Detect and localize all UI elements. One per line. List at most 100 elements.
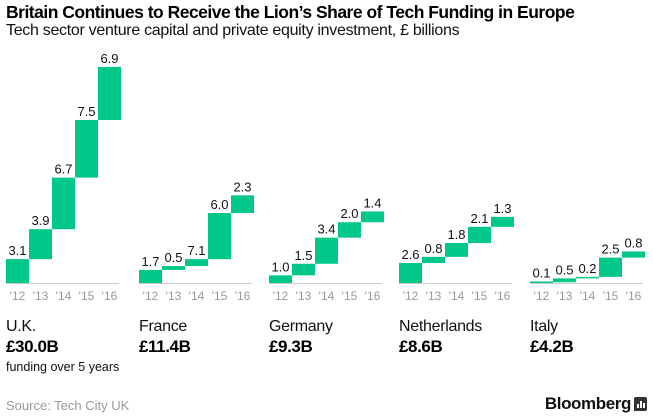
bar-14 (185, 259, 208, 267)
panel-uk: 3.1 '12 3.9 '13 6.7 '14 7.5 '15 6.9 '16 (6, 51, 121, 303)
x-tick-label: '12 (273, 289, 289, 303)
bloomberg-chart-icon (634, 397, 647, 411)
x-tick-label: '15 (472, 289, 488, 303)
data-label: 0.5 (555, 262, 573, 277)
bar-14 (576, 276, 599, 279)
panel-germany: 1.0 '12 1.5 '13 3.4 '14 2.0 '15 1.4 '16 (269, 195, 384, 303)
bar-15 (468, 226, 491, 244)
data-label: 6.9 (100, 51, 118, 66)
x-tick-label: '12 (143, 289, 159, 303)
bar-13 (422, 256, 445, 264)
x-tick-label: '12 (534, 289, 550, 303)
bar-12 (530, 281, 553, 283)
data-label: 1.5 (294, 248, 312, 263)
x-tick-label: '16 (495, 289, 511, 303)
data-label: 0.2 (578, 261, 596, 276)
bar-16 (622, 251, 645, 258)
data-label: 0.8 (424, 241, 442, 256)
bar-13 (292, 263, 315, 276)
country-name: Germany (269, 318, 333, 335)
x-tick-label: '14 (189, 289, 205, 303)
total-note: funding over 5 years (6, 360, 120, 374)
country-name: Netherlands (399, 318, 482, 335)
x-tick-label: '15 (79, 289, 95, 303)
data-label: 1.8 (447, 227, 465, 242)
bar-15 (338, 222, 361, 238)
bar-12 (6, 259, 29, 283)
x-tick-label: '13 (426, 289, 442, 303)
total-funding: £11.4B (139, 337, 191, 356)
x-tick-label: '12 (10, 289, 26, 303)
x-tick-label: '16 (365, 289, 381, 303)
data-label: 7.1 (187, 243, 205, 258)
panel-france: 1.7 '12 0.5 '13 7.1 '14 6.0 '15 2.3 '16 (139, 179, 254, 303)
panel-netherlands: 2.6 '12 0.8 '13 1.8 '14 2.1 '15 1.3 '16 (399, 201, 514, 303)
panel-caption: Italy £4.2B (530, 318, 574, 357)
panel-caption: France £11.4B (139, 318, 191, 357)
chart-title: Britain Continues to Receive the Lion’s … (6, 2, 575, 22)
panel-caption: Netherlands £8.6B (399, 318, 482, 357)
x-tick-label: '13 (557, 289, 573, 303)
x-tick-label: '13 (296, 289, 312, 303)
data-label: 1.0 (271, 259, 289, 274)
x-tick-label: '13 (166, 289, 182, 303)
bar-14 (52, 177, 75, 230)
bar-13 (553, 278, 576, 283)
data-label: 0.1 (532, 266, 550, 281)
data-label: 6.7 (54, 162, 72, 177)
bar-14 (445, 243, 468, 257)
total-funding: £4.2B (530, 337, 574, 356)
chart-subtitle: Tech sector venture capital and private … (6, 22, 460, 39)
bar-13 (29, 229, 52, 260)
bar-12 (139, 269, 162, 283)
data-label: 2.3 (233, 179, 251, 194)
data-label: 1.3 (493, 201, 511, 216)
brand-logo: Bloomberg (544, 394, 632, 413)
bar-16 (491, 216, 514, 227)
data-label: 1.7 (141, 254, 159, 269)
data-label: 7.5 (77, 104, 95, 119)
country-name: U.K. (6, 318, 36, 335)
bar-15 (208, 213, 231, 260)
x-tick-label: '13 (33, 289, 49, 303)
x-tick-label: '15 (342, 289, 358, 303)
x-tick-label: '14 (449, 289, 465, 303)
x-tick-label: '15 (603, 289, 619, 303)
data-label: 2.6 (401, 247, 419, 262)
x-tick-label: '14 (56, 289, 72, 303)
data-label: 6.0 (210, 197, 228, 212)
data-label: 2.0 (340, 206, 358, 221)
x-tick-label: '14 (319, 289, 335, 303)
data-label: 0.5 (164, 250, 182, 265)
data-label: 1.4 (363, 195, 381, 210)
total-funding: £30.0B (6, 337, 59, 356)
x-tick-label: '16 (102, 289, 118, 303)
source-note: Source: Tech City UK (6, 398, 130, 413)
bar-16 (361, 211, 384, 223)
x-tick-label: '15 (212, 289, 228, 303)
x-tick-label: '12 (403, 289, 419, 303)
country-name: France (139, 318, 187, 335)
data-label: 3.9 (31, 213, 49, 228)
bar-16 (98, 66, 121, 120)
panel-caption: Germany £9.3B (269, 318, 333, 357)
bar-12 (269, 275, 292, 283)
bar-13 (162, 266, 185, 270)
bar-12 (399, 263, 422, 283)
country-name: Italy (530, 318, 558, 335)
bar-15 (75, 119, 98, 178)
data-label: 3.4 (317, 222, 335, 237)
bar-15 (599, 257, 622, 277)
data-label: 2.1 (470, 211, 488, 226)
panel-caption: U.K. £30.0B funding over 5 years (6, 318, 119, 374)
data-label: 2.5 (601, 242, 619, 257)
data-label: 3.1 (8, 243, 26, 258)
x-tick-label: '16 (235, 289, 251, 303)
bar-16 (231, 195, 254, 214)
panel-italy: 0.1 '12 0.5 '13 0.2 '14 2.5 '15 0.8 '16 (530, 235, 645, 303)
x-tick-label: '16 (626, 289, 642, 303)
total-funding: £9.3B (269, 337, 313, 356)
data-label: 0.8 (624, 235, 642, 250)
x-tick-label: '14 (580, 289, 596, 303)
